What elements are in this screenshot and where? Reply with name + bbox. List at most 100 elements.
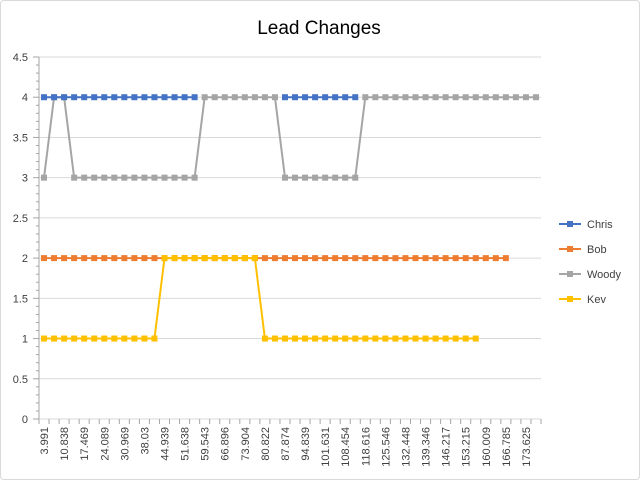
data-point-kev bbox=[352, 335, 359, 342]
data-point-kev bbox=[61, 335, 68, 342]
data-point-bob bbox=[91, 255, 98, 262]
data-point-woody bbox=[442, 94, 449, 101]
legend-item-woody: Woody bbox=[559, 269, 622, 281]
x-tick-label: 153.215 bbox=[461, 427, 473, 467]
data-point-kev bbox=[231, 255, 238, 262]
data-point-bob bbox=[111, 255, 118, 262]
series-chris bbox=[41, 94, 359, 101]
data-point-bob bbox=[101, 255, 108, 262]
data-point-bob bbox=[342, 255, 349, 262]
data-point-woody bbox=[302, 174, 309, 181]
data-point-woody bbox=[171, 174, 178, 181]
data-point-woody bbox=[522, 94, 529, 101]
x-tick-label: 44.939 bbox=[160, 427, 172, 461]
legend-label: Woody bbox=[587, 269, 622, 281]
y-tick-label: 4.5 bbox=[13, 52, 28, 64]
data-point-kev bbox=[101, 335, 108, 342]
x-tick-label: 24.089 bbox=[99, 427, 111, 461]
data-point-kev bbox=[221, 255, 228, 262]
legend: Chris Bob Woody Kev bbox=[559, 219, 622, 306]
data-point-bob bbox=[151, 255, 158, 262]
data-point-kev bbox=[362, 335, 369, 342]
data-point-woody bbox=[392, 94, 399, 101]
data-point-woody bbox=[532, 94, 539, 101]
data-point-kev bbox=[372, 335, 379, 342]
data-point-woody bbox=[131, 174, 138, 181]
data-point-kev bbox=[141, 335, 148, 342]
data-point-bob bbox=[121, 255, 128, 262]
legend-label: Kev bbox=[587, 294, 606, 306]
data-point-kev bbox=[302, 335, 309, 342]
data-point-woody bbox=[191, 174, 198, 181]
data-point-kev bbox=[342, 335, 349, 342]
data-point-bob bbox=[432, 255, 439, 262]
data-point-bob bbox=[382, 255, 389, 262]
data-point-woody bbox=[312, 174, 319, 181]
data-point-kev bbox=[51, 335, 58, 342]
data-point-kev bbox=[382, 335, 389, 342]
data-point-kev bbox=[322, 335, 329, 342]
data-point-chris bbox=[111, 94, 118, 101]
legend-swatch-marker bbox=[567, 296, 573, 302]
legend-label: Chris bbox=[587, 219, 613, 231]
data-point-woody bbox=[372, 94, 379, 101]
data-point-bob bbox=[442, 255, 449, 262]
data-point-woody bbox=[121, 174, 128, 181]
data-point-woody bbox=[362, 94, 369, 101]
x-tick-label: 3.991 bbox=[39, 427, 51, 455]
data-point-chris bbox=[302, 94, 309, 101]
data-point-kev bbox=[191, 255, 198, 262]
series-lines bbox=[41, 94, 539, 342]
data-point-bob bbox=[412, 255, 419, 262]
data-point-kev bbox=[111, 335, 118, 342]
data-point-woody bbox=[332, 174, 339, 181]
x-tick-label: 118.616 bbox=[360, 427, 372, 466]
data-point-chris bbox=[141, 94, 148, 101]
data-point-bob bbox=[141, 255, 148, 262]
series-bob bbox=[41, 255, 509, 262]
x-tick-label: 17.469 bbox=[79, 427, 91, 461]
y-tick-label: 4 bbox=[22, 92, 28, 104]
y-tick-label: 0.5 bbox=[13, 374, 28, 386]
data-point-woody bbox=[281, 174, 288, 181]
data-point-kev bbox=[261, 335, 268, 342]
data-point-woody bbox=[211, 94, 218, 101]
data-point-kev bbox=[131, 335, 138, 342]
data-point-bob bbox=[312, 255, 319, 262]
data-point-woody bbox=[221, 94, 228, 101]
data-point-bob bbox=[81, 255, 88, 262]
data-point-woody bbox=[181, 174, 188, 181]
x-tick-label: 38.03 bbox=[139, 427, 151, 455]
data-point-woody bbox=[512, 94, 519, 101]
data-point-kev bbox=[412, 335, 419, 342]
data-point-chris bbox=[61, 94, 68, 101]
legend-swatch-marker bbox=[567, 221, 573, 227]
legend-swatch-marker bbox=[567, 246, 573, 252]
data-point-woody bbox=[402, 94, 409, 101]
data-point-chris bbox=[71, 94, 78, 101]
x-tick-label: 160.009 bbox=[481, 427, 493, 467]
x-tick-label: 139.346 bbox=[421, 427, 433, 467]
data-point-kev bbox=[151, 335, 158, 342]
data-point-bob bbox=[281, 255, 288, 262]
data-point-chris bbox=[191, 94, 198, 101]
data-point-kev bbox=[241, 255, 248, 262]
series-woody bbox=[41, 94, 539, 181]
data-point-bob bbox=[502, 255, 509, 262]
data-point-woody bbox=[352, 174, 359, 181]
y-tick-label: 1.5 bbox=[13, 293, 28, 305]
data-point-woody bbox=[201, 94, 208, 101]
data-point-woody bbox=[482, 94, 489, 101]
x-tick-label: 30.969 bbox=[119, 427, 131, 461]
grid-lines bbox=[39, 56, 541, 420]
data-point-woody bbox=[382, 94, 389, 101]
data-point-kev bbox=[91, 335, 98, 342]
data-point-chris bbox=[292, 94, 299, 101]
data-point-woody bbox=[452, 94, 459, 101]
data-point-chris bbox=[281, 94, 288, 101]
data-point-woody bbox=[251, 94, 258, 101]
data-point-bob bbox=[322, 255, 329, 262]
data-point-chris bbox=[101, 94, 108, 101]
data-point-woody bbox=[342, 174, 349, 181]
